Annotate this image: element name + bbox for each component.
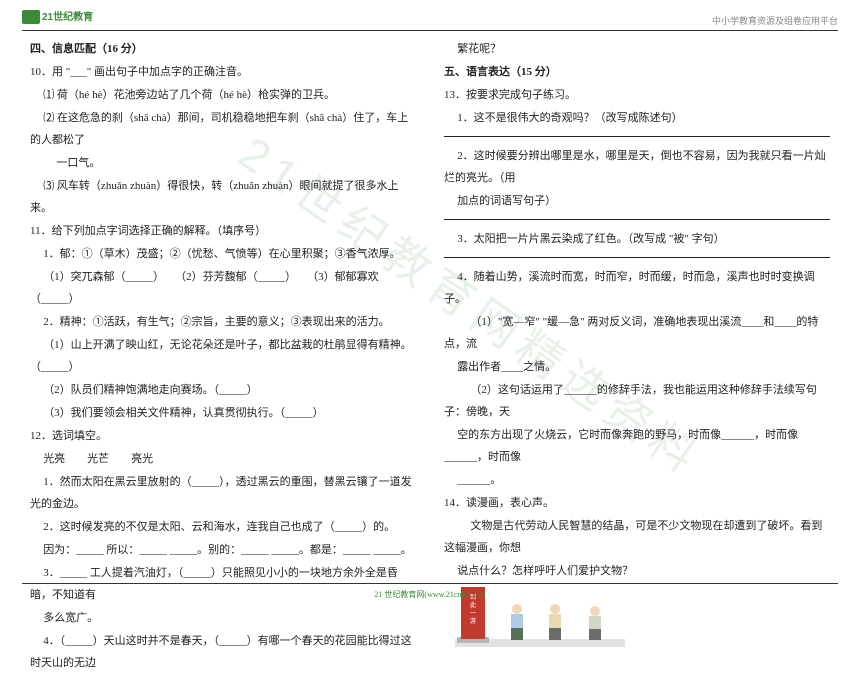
- svg-text:游: 游: [470, 617, 476, 625]
- q13-1: 1．这不是很伟大的奇观吗？（改写成陈述句）: [444, 107, 830, 129]
- q12-stem: 12．选词填空。: [30, 425, 416, 447]
- answer-line: [444, 256, 830, 258]
- q12-2b: 因为：_____ 所以：_____ _____。别的：_____ _____。都…: [30, 539, 416, 561]
- bottom-rule: [22, 583, 838, 584]
- q12-options: 光亮 光芒 亮光: [30, 448, 416, 470]
- q13-3: 3．太阳把一片片黑云染成了红色。（改写成 "被" 字句）: [444, 228, 830, 250]
- svg-text:一: 一: [470, 611, 476, 617]
- q12-1: 1．然而太阳在黑云里放射的（_____），透过黑云的重围，替黑云镶了一道发光的金…: [30, 471, 416, 515]
- q10-1: ⑴ 荷（hé hè）花池旁边站了几个荷（hé hè）枪实弹的卫兵。: [30, 84, 416, 106]
- q11-g1-blanks: （1）突兀森郁（_____） （2）芬芳馥郁（_____） （3）郁郁寡欢（__…: [30, 266, 416, 310]
- answer-line: [444, 218, 830, 220]
- logo-icon: [22, 10, 40, 24]
- q11-g2-2: （2）队员们精神饱满地走向赛场。（_____）: [30, 379, 416, 401]
- q14-body1: 文物是古代劳动人民智慧的结晶，可是不少文物现在却遭到了破坏。看到这幅漫画，你想: [444, 515, 830, 559]
- q13-2b: 加点的词语写句子）: [444, 190, 830, 212]
- top-rule: [22, 30, 838, 31]
- footer-text: 21 世纪教育网(www.21cnjy.com): [0, 589, 860, 600]
- logo-text: 21世纪教育: [42, 12, 93, 23]
- q13-4b: （1）"宽—窄" "缓—急" 两对反义词，准确地表现出溪流____和____的特…: [444, 311, 830, 355]
- page-body: 四、信息匹配（16 分） 10．用 "___" 画出句子中加点字的正确注音。 ⑴…: [30, 38, 830, 578]
- header-platform-text: 中小学教育资源及组卷应用平台: [712, 14, 838, 27]
- q12-4b: 繁花呢？: [444, 38, 830, 60]
- q11-g2-key: 2．精神：①活跃，有生气；②宗旨，主要的意义；③表现出来的活力。: [30, 311, 416, 333]
- q11-g1-key: 1．郁：①（草木）茂盛；②（忧愁、气愤等）在心里积聚；③香气浓厚。: [30, 243, 416, 265]
- q10-3: ⑶ 风车转（zhuǎn zhuàn）得很快，转（zhuǎn zhuàn）眼间就提…: [30, 175, 416, 219]
- q11-stem: 11．给下列加点字词选择正确的解释。（填序号）: [30, 220, 416, 242]
- q13-stem: 13．按要求完成句子练习。: [444, 84, 830, 106]
- site-logo: 21世纪教育: [22, 8, 93, 24]
- q10-2b: 一口气。: [30, 152, 416, 174]
- answer-line: [444, 135, 830, 137]
- q13-4c: 露出作者____之情。: [444, 356, 830, 378]
- q13-4f: ______。: [444, 469, 830, 491]
- q10-2: ⑵ 在这危急的刹（shā chà）那间，司机稳稳地把车刹（shā chà）住了，…: [30, 107, 416, 151]
- q10-stem: 10．用 "___" 画出句子中加点字的正确注音。: [30, 61, 416, 83]
- q13-2a: 2．这时候要分辨出哪里是水，哪里是天，倒也不容易，因为我就只看一片灿烂的亮光。（…: [444, 145, 830, 189]
- q13-4d: （2）这句话运用了______的修辞手法，我也能运用这种修辞手法续写句子：傍晚，…: [444, 379, 830, 423]
- q13-4e: 空的东方出现了火烧云，它时而像奔跑的野马，时而像______，时而像______…: [444, 424, 830, 468]
- section4-title: 四、信息匹配（16 分）: [30, 38, 416, 60]
- q11-g2-1: （1）山上开满了映山红，无论花朵还是叶子，都比盆栽的杜鹃显得有精神。（_____…: [30, 334, 416, 378]
- q14-body2: 说点什么？怎样呼吁人们爱护文物？: [444, 560, 830, 582]
- q12-3b: 多么宽广。: [30, 607, 416, 629]
- q11-g2-3: （3）我们要领会相关文件精神，认真贯彻执行。（_____）: [30, 402, 416, 424]
- section5-title: 五、语言表达（15 分）: [444, 61, 830, 83]
- q12-2a: 2．这时候发亮的不仅是太阳、云和海水，连我自己也成了（_____）的。: [30, 516, 416, 538]
- q12-4: 4．（_____）天山这时并不是春天，（_____）有哪一个春天的花园能比得过这…: [30, 630, 416, 674]
- q14-stem: 14．读漫画，表心声。: [444, 492, 830, 514]
- q13-4a: 4．随着山势，溪流时而宽，时而窄，时而缓，时而急，溪声也时时变换调子。: [444, 266, 830, 310]
